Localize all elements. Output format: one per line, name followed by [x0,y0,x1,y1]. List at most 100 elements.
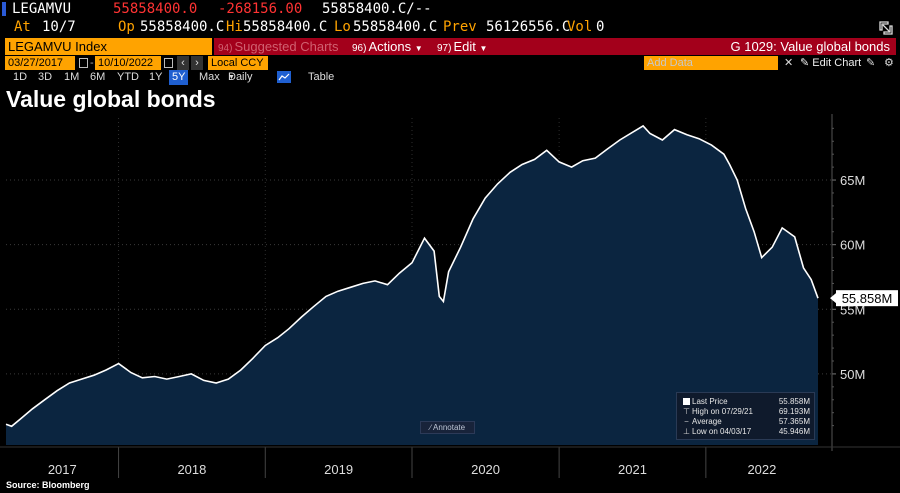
calendar-icon[interactable] [79,58,88,68]
x-tick-label: 2017 [48,462,77,477]
average-marker-icon: − [684,417,689,426]
menu-bar: 94) Suggested Charts 96) Actions ▼ 97) Edit… [214,38,896,55]
legend-low: ⊥ Low on 04/03/17 45.946M [683,427,810,437]
ticker: LEGAMVU [12,1,72,17]
low-value: 55858400.C [353,19,438,35]
low-marker-icon: ⊥ [683,427,690,436]
y-tick-label: 50M [840,367,865,382]
gear-icon[interactable]: ⚙ [884,57,894,69]
price-line [5,124,819,428]
line-chart-glyph [278,73,290,81]
x-axis: 2017 2018 2019 2020 2021 2022 [0,446,900,478]
legend-value: 57.365M [778,417,810,426]
edit-button[interactable]: 97) Edit ▼ [437,38,487,57]
bid-ask: 55858400.C/-- [322,1,432,17]
suggested-charts-label: Suggested Charts [234,39,339,54]
frequency-label: Daily [228,71,253,83]
actions-label: Actions [368,39,412,54]
prev-label: Prev [443,19,477,35]
last-price-pointer [830,293,836,304]
legend-average: − Average 57.365M [683,417,810,427]
legend-label: Last Price [692,397,728,406]
x-tick-label: 2018 [177,462,206,477]
date-range-bar: 03/27/2017 - 10/10/2022 ‹ › Local CCY Ad… [0,56,900,71]
low-label: Lo [334,19,351,35]
volume-value: 0 [596,19,605,35]
legend-high: ⊤ High on 07/29/21 69.193M [683,407,810,417]
period-1y[interactable]: 1Y [149,71,163,83]
annotate-button[interactable]: ∕ Annotate [420,421,475,434]
line-chart-icon[interactable] [277,71,291,83]
chevron-down-icon: ▼ [414,44,423,53]
edit-chart-button[interactable]: ✎ Edit Chart [800,56,861,71]
add-data-input[interactable]: Add Data [644,56,778,70]
at-value: 10/7 [42,19,76,35]
chevron-down-icon: ▼ [228,74,235,81]
last-price-tag: 55.858M [830,290,898,307]
x-tick-label: 2019 [324,462,353,477]
last-price-box [836,290,898,307]
edit-number: 97) [437,43,452,54]
y-tick-label: 60M [840,238,865,253]
edit-chart-icon: ✎ [800,57,810,69]
x-tick-label: 2021 [618,462,647,477]
chart-legend: Last Price 55.858M ⊤ High on 07/29/21 69… [676,392,815,440]
period-ytd[interactable]: YTD [117,71,139,83]
last-price-label: 55.858M [842,291,893,306]
period-1m[interactable]: 1M [64,71,80,83]
calendar-icon[interactable] [164,58,173,68]
chart-title: Value global bonds [6,86,216,112]
quote-line: LEGAMVU 55858400.0 -268156.00 55858400.C… [0,0,900,35]
security-input[interactable]: LEGAMVU Index [5,38,212,55]
ticker-marker [2,2,6,16]
date-separator: - [90,57,94,69]
end-date-input[interactable]: 10/10/2022 [95,56,161,70]
price-area [6,125,818,446]
x-tick-label: 2020 [471,462,500,477]
edit-label: Edit [453,39,476,54]
close-icon[interactable]: ✕ [784,57,794,69]
period-max[interactable]: Max [199,71,220,83]
open-label: Op [118,19,135,35]
previous-period-button[interactable]: ‹ [177,56,189,70]
legend-last-price: Last Price 55.858M [683,397,810,407]
legend-value: 69.193M [778,407,810,416]
edit-chart-label: Edit Chart [812,57,862,69]
legend-label: High on 07/29/21 [692,407,753,416]
last-price: 55858400.0 [113,1,198,17]
period-5y[interactable]: 5Y [169,70,189,85]
function-title: G 1029: Value global bonds [730,39,891,54]
pencil-icon[interactable]: ✎ [866,57,876,69]
currency-select[interactable]: Local CCY [208,56,268,70]
function-bar: LEGAMVU Index 94) Suggested Charts 96) Act… [0,38,900,55]
suggested-charts-number: 94) [218,43,233,54]
high-label: Hi [226,19,243,35]
period-3d[interactable]: 3D [38,71,53,83]
next-period-button[interactable]: › [191,56,203,70]
start-date-input[interactable]: 03/27/2017 [5,56,75,70]
quote-detail-line: At 10/7 Op 55858400.C Hi 55858400.C Lo 5… [0,18,900,36]
legend-label: Low on 04/03/17 [692,427,752,436]
source-note: Source: Bloomberg [6,480,90,490]
expand-icon[interactable] [878,20,894,36]
period-1d[interactable]: 1D [13,71,28,83]
annotate-label: Annotate [433,423,466,432]
chevron-down-icon: ▼ [479,44,488,53]
period-6m[interactable]: 6M [90,71,106,83]
high-marker-icon: ⊤ [683,407,690,416]
table-button[interactable]: Table [308,71,335,83]
actions-number: 96) [352,43,367,54]
prev-value: 56126556.C [486,19,571,35]
open-value: 55858400.C [140,19,225,35]
suggested-charts-button[interactable]: 94) Suggested Charts [218,38,339,57]
net-change: -268156.00 [218,1,303,17]
actions-button[interactable]: 96) Actions ▼ [352,38,423,57]
high-value: 55858400.C [243,19,328,35]
legend-value: 55.858M [778,397,810,406]
period-bar: 1D 3D 1M 6M YTD 1Y 5Y Max Daily ▼ Table [0,70,900,85]
x-tick-label: 2022 [747,462,776,477]
at-label: At [14,19,31,35]
legend-label: Average [692,417,722,426]
